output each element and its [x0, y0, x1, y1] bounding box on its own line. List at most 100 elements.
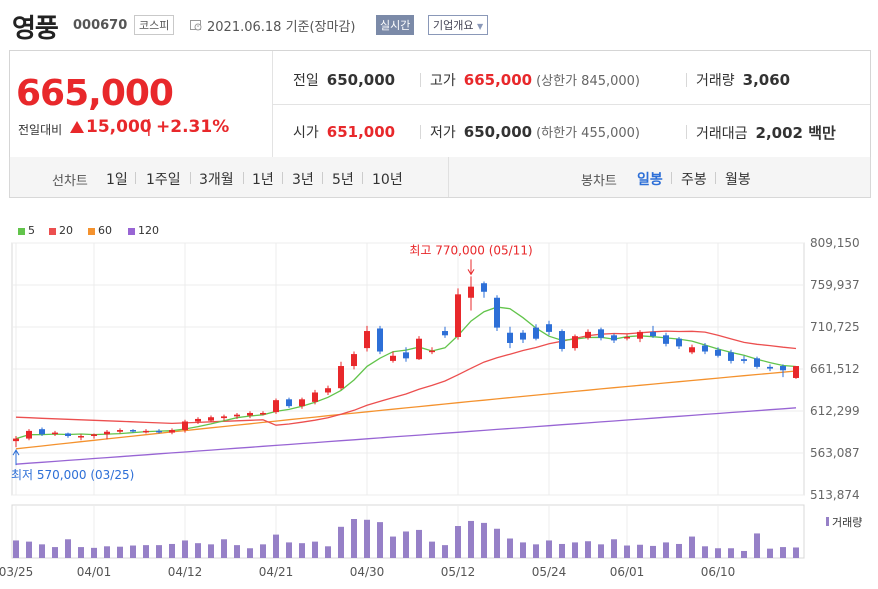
candle-body [793, 366, 799, 378]
period-3y[interactable]: 3년 [292, 172, 314, 188]
prev-close: 전일 650,000 [293, 70, 395, 90]
stock-candle-chart[interactable]: 809,150 759,937 710,725 661,512 612,299 563,0… [0, 200, 878, 589]
min-price-annotation: 최저 570,000 (03/25) [11, 468, 134, 482]
y-tick-label: 513,874 [810, 488, 860, 502]
volume-bar [377, 522, 383, 558]
candle-body [585, 331, 591, 338]
volume-bar [533, 544, 539, 558]
legend-ma20: 20 [49, 224, 73, 237]
period-1w[interactable]: 1주일 [146, 172, 181, 188]
divider [135, 172, 136, 184]
candle-body [572, 336, 578, 349]
candle-chart-periods: 봉차트 일봉 주봉 월봉 [448, 157, 871, 197]
volume-bar [156, 545, 162, 558]
candle-body [741, 359, 747, 361]
volume-bar [195, 543, 201, 558]
volume-bar [416, 529, 422, 558]
candle-body [338, 366, 344, 389]
period-5y[interactable]: 5년 [332, 172, 354, 188]
volume-bar [546, 540, 552, 558]
x-tick-label: 04/30 [350, 565, 385, 579]
candle-body [520, 332, 526, 340]
volume-bar [26, 541, 32, 558]
company-overview-dropdown[interactable]: 기업개요 ▼ [428, 15, 489, 35]
amount-value: 2,002 백만 [755, 124, 836, 142]
x-tick-label: 04/12 [168, 565, 203, 579]
diff-value: 15,000 [86, 117, 152, 137]
stock-name: 영풍 [12, 14, 59, 44]
candle-body [442, 331, 448, 336]
candle-body [130, 430, 136, 432]
volume-bar [455, 526, 461, 558]
volume-bar [234, 545, 240, 558]
divider [715, 172, 716, 184]
volume-bar [351, 519, 357, 558]
volume-bar [481, 522, 487, 558]
volume-bar [559, 543, 565, 558]
candle-body [325, 388, 331, 393]
low-value: 650,000 [463, 123, 533, 141]
period-weekly[interactable]: 주봉 [681, 172, 707, 188]
ma20-line [15, 330, 797, 426]
period-daily[interactable]: 일봉 [637, 172, 663, 188]
volume-bar [468, 520, 474, 558]
volume-bar [143, 545, 149, 558]
period-1d[interactable]: 1일 [106, 172, 128, 188]
period-10y[interactable]: 10년 [372, 172, 403, 188]
divider [420, 73, 421, 87]
volume-bar [221, 539, 227, 558]
diff-label: 전일대비 [18, 123, 63, 137]
volume-bar [273, 534, 279, 558]
period-3m[interactable]: 3개월 [199, 172, 234, 188]
candle-body [143, 430, 149, 433]
volume-label: 거래량 [696, 73, 735, 89]
company-overview-label: 기업개요 [433, 19, 474, 32]
volume-bar [624, 545, 630, 558]
volume-bar [78, 547, 84, 558]
candle-body [689, 347, 695, 353]
candle-body [52, 432, 58, 435]
lower-limit: (하한가 455,000) [536, 126, 641, 141]
max-arrow-head [467, 269, 475, 276]
volume-bar [338, 526, 344, 558]
legend-swatch [18, 227, 25, 235]
volume-bar [182, 540, 188, 558]
candle-body [169, 430, 175, 433]
x-tick-label: 05/24 [532, 565, 567, 579]
stock-header: 영풍 000670 코스피 2021.06.18 기준(장마감) 실시간 기업개… [0, 0, 878, 48]
diff-rate: +2.31% [156, 117, 230, 137]
realtime-button[interactable]: 실시간 [376, 15, 415, 35]
candle-body [234, 414, 240, 417]
candle-body [13, 438, 19, 442]
candle-body [260, 412, 266, 415]
candle-body [546, 324, 552, 332]
volume-bar [286, 542, 292, 558]
period-1y[interactable]: 1년 [252, 172, 274, 188]
period-monthly[interactable]: 월봉 [725, 172, 751, 188]
volume-bar [650, 545, 656, 558]
stock-code: 000670 [73, 18, 128, 33]
candle-body [611, 335, 617, 341]
divider [362, 172, 363, 184]
volume-bar [247, 548, 253, 558]
candle-body [273, 400, 279, 413]
volume-bar [104, 546, 110, 558]
x-tick-label: 03/25 [0, 565, 33, 579]
volume-bar [572, 542, 578, 558]
y-tick-label: 661,512 [810, 362, 860, 376]
candle-body [65, 433, 71, 437]
line-chart-title: 선차트 [52, 174, 88, 189]
y-tick-label: 563,087 [810, 446, 860, 460]
divider [322, 172, 323, 184]
amount-label: 거래대금 [696, 126, 748, 142]
candle-body [637, 331, 643, 339]
current-price: 665,000 [16, 73, 174, 114]
y-tick-label: 612,299 [810, 404, 860, 418]
candle-body [377, 328, 383, 352]
candle-body [429, 350, 435, 353]
min-arrow-head [12, 449, 20, 456]
chart-period-bar: 선차트 1일 1주일 3개월 1년 3년 5년 10년 봉차트 일봉 주봉 월봉 [9, 157, 871, 198]
candle-body [299, 399, 305, 407]
legend-label: 20 [59, 224, 73, 237]
legend-swatch [88, 227, 95, 235]
